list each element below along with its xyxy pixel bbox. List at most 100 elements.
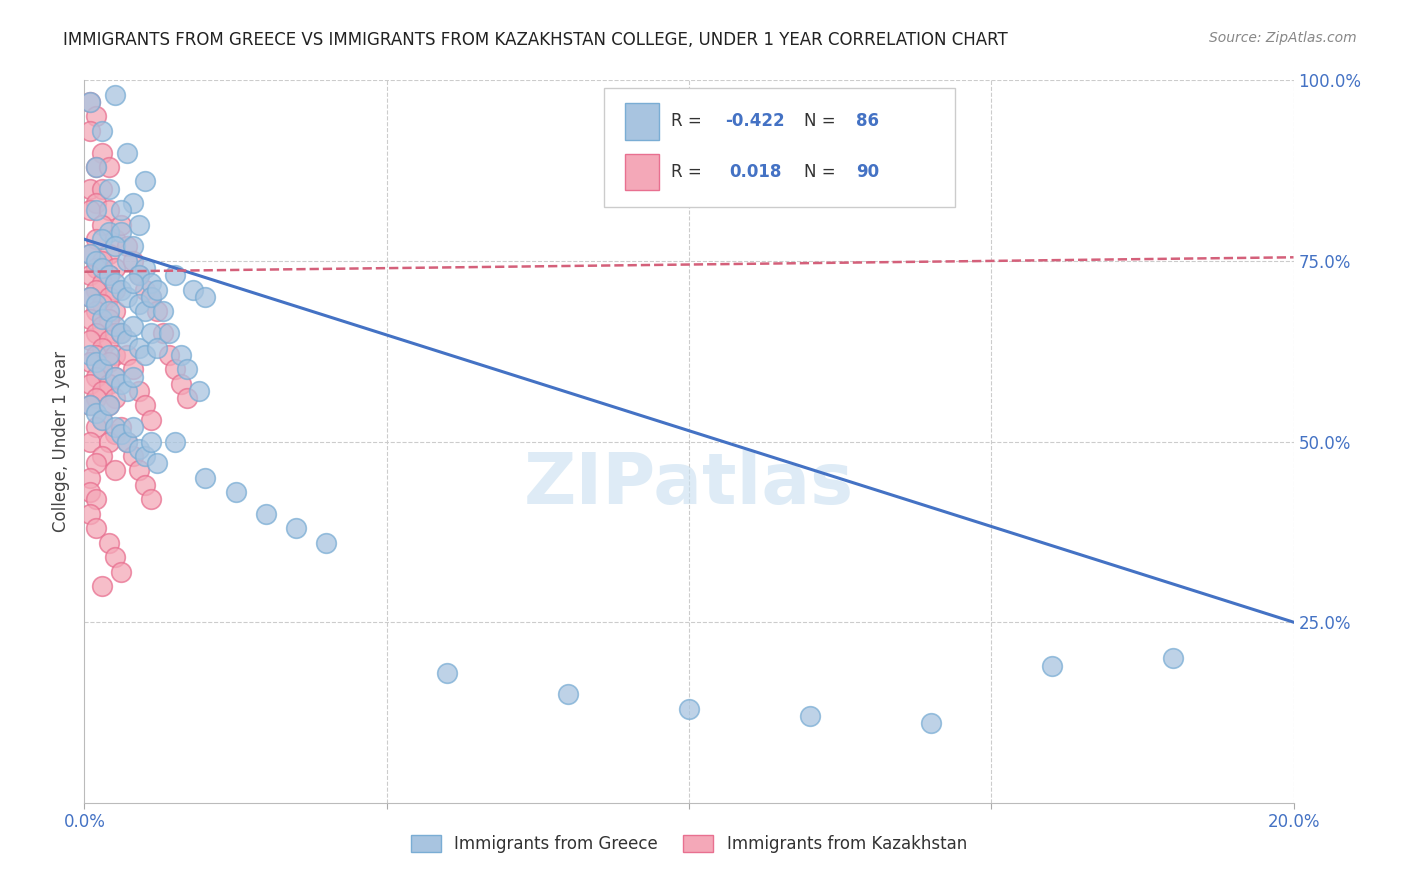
Point bbox=[86, 369, 108, 384]
Point bbox=[86, 297, 108, 311]
Point bbox=[104, 239, 127, 253]
Point bbox=[157, 326, 180, 340]
Point bbox=[121, 276, 143, 290]
Legend: Immigrants from Greece, Immigrants from Kazakhstan: Immigrants from Greece, Immigrants from … bbox=[405, 828, 973, 860]
Point bbox=[157, 348, 180, 362]
Point bbox=[97, 160, 120, 174]
Point bbox=[79, 268, 101, 283]
Point bbox=[139, 413, 162, 427]
Point bbox=[134, 174, 156, 188]
Point bbox=[86, 203, 108, 218]
Point bbox=[86, 492, 108, 507]
Point bbox=[97, 225, 120, 239]
Point bbox=[134, 348, 156, 362]
Point bbox=[115, 145, 138, 160]
Point bbox=[139, 492, 162, 507]
Point bbox=[110, 203, 132, 218]
Point bbox=[91, 218, 114, 232]
Point bbox=[134, 261, 156, 276]
Point bbox=[91, 297, 114, 311]
Point bbox=[86, 326, 108, 340]
Point bbox=[146, 456, 169, 470]
Point bbox=[315, 535, 337, 549]
Point bbox=[86, 110, 108, 124]
Point bbox=[91, 253, 114, 268]
Point bbox=[91, 145, 114, 160]
Point bbox=[79, 348, 101, 362]
Point bbox=[139, 276, 162, 290]
Point bbox=[146, 304, 169, 318]
Point bbox=[152, 326, 174, 340]
Point bbox=[115, 384, 138, 398]
Point bbox=[97, 311, 120, 326]
Point bbox=[97, 535, 120, 549]
Text: 86: 86 bbox=[856, 112, 879, 130]
Text: R =: R = bbox=[671, 163, 707, 181]
Point bbox=[86, 348, 108, 362]
Point bbox=[91, 449, 114, 463]
Text: N =: N = bbox=[804, 163, 841, 181]
Point bbox=[115, 239, 138, 253]
Point bbox=[110, 225, 132, 239]
Point bbox=[104, 348, 127, 362]
Point bbox=[115, 253, 138, 268]
Point bbox=[128, 218, 150, 232]
Point bbox=[115, 348, 138, 362]
Point bbox=[104, 283, 127, 297]
Point bbox=[86, 283, 108, 297]
Point bbox=[97, 268, 120, 283]
Point bbox=[86, 253, 108, 268]
Point bbox=[97, 268, 120, 283]
Point bbox=[110, 565, 132, 579]
Point bbox=[79, 485, 101, 500]
Y-axis label: College, Under 1 year: College, Under 1 year bbox=[52, 351, 70, 533]
Point bbox=[79, 311, 101, 326]
Point bbox=[104, 550, 127, 565]
Point bbox=[104, 87, 127, 102]
Point bbox=[79, 507, 101, 521]
Point bbox=[79, 334, 101, 348]
Point bbox=[79, 470, 101, 484]
Point bbox=[97, 398, 120, 412]
Point bbox=[139, 290, 162, 304]
Point bbox=[104, 318, 127, 333]
Point bbox=[79, 124, 101, 138]
Point bbox=[97, 203, 120, 218]
Point bbox=[128, 341, 150, 355]
Point bbox=[121, 369, 143, 384]
Text: N =: N = bbox=[804, 112, 841, 130]
Point bbox=[97, 334, 120, 348]
Point bbox=[86, 304, 108, 318]
Point bbox=[79, 376, 101, 391]
Point bbox=[134, 449, 156, 463]
Point bbox=[97, 182, 120, 196]
Point bbox=[678, 702, 700, 716]
Point bbox=[104, 427, 127, 442]
Bar bbox=[624, 154, 659, 190]
Point bbox=[128, 442, 150, 456]
Point bbox=[115, 434, 138, 449]
Point bbox=[79, 355, 101, 369]
Point bbox=[91, 413, 114, 427]
Point bbox=[79, 398, 101, 412]
Point bbox=[104, 276, 127, 290]
Point bbox=[104, 391, 127, 405]
Point bbox=[91, 384, 114, 398]
Point bbox=[181, 283, 204, 297]
Point bbox=[194, 290, 217, 304]
Point bbox=[91, 318, 114, 333]
Point bbox=[152, 304, 174, 318]
Text: 0.018: 0.018 bbox=[728, 163, 782, 181]
Point bbox=[86, 521, 108, 535]
Point bbox=[110, 283, 132, 297]
Point bbox=[799, 709, 821, 723]
Point bbox=[176, 391, 198, 405]
Point bbox=[97, 398, 120, 412]
Point bbox=[110, 376, 132, 391]
Point bbox=[97, 376, 120, 391]
Point bbox=[170, 376, 193, 391]
Point bbox=[86, 232, 108, 246]
Point bbox=[128, 384, 150, 398]
Point bbox=[97, 246, 120, 260]
Point bbox=[86, 456, 108, 470]
